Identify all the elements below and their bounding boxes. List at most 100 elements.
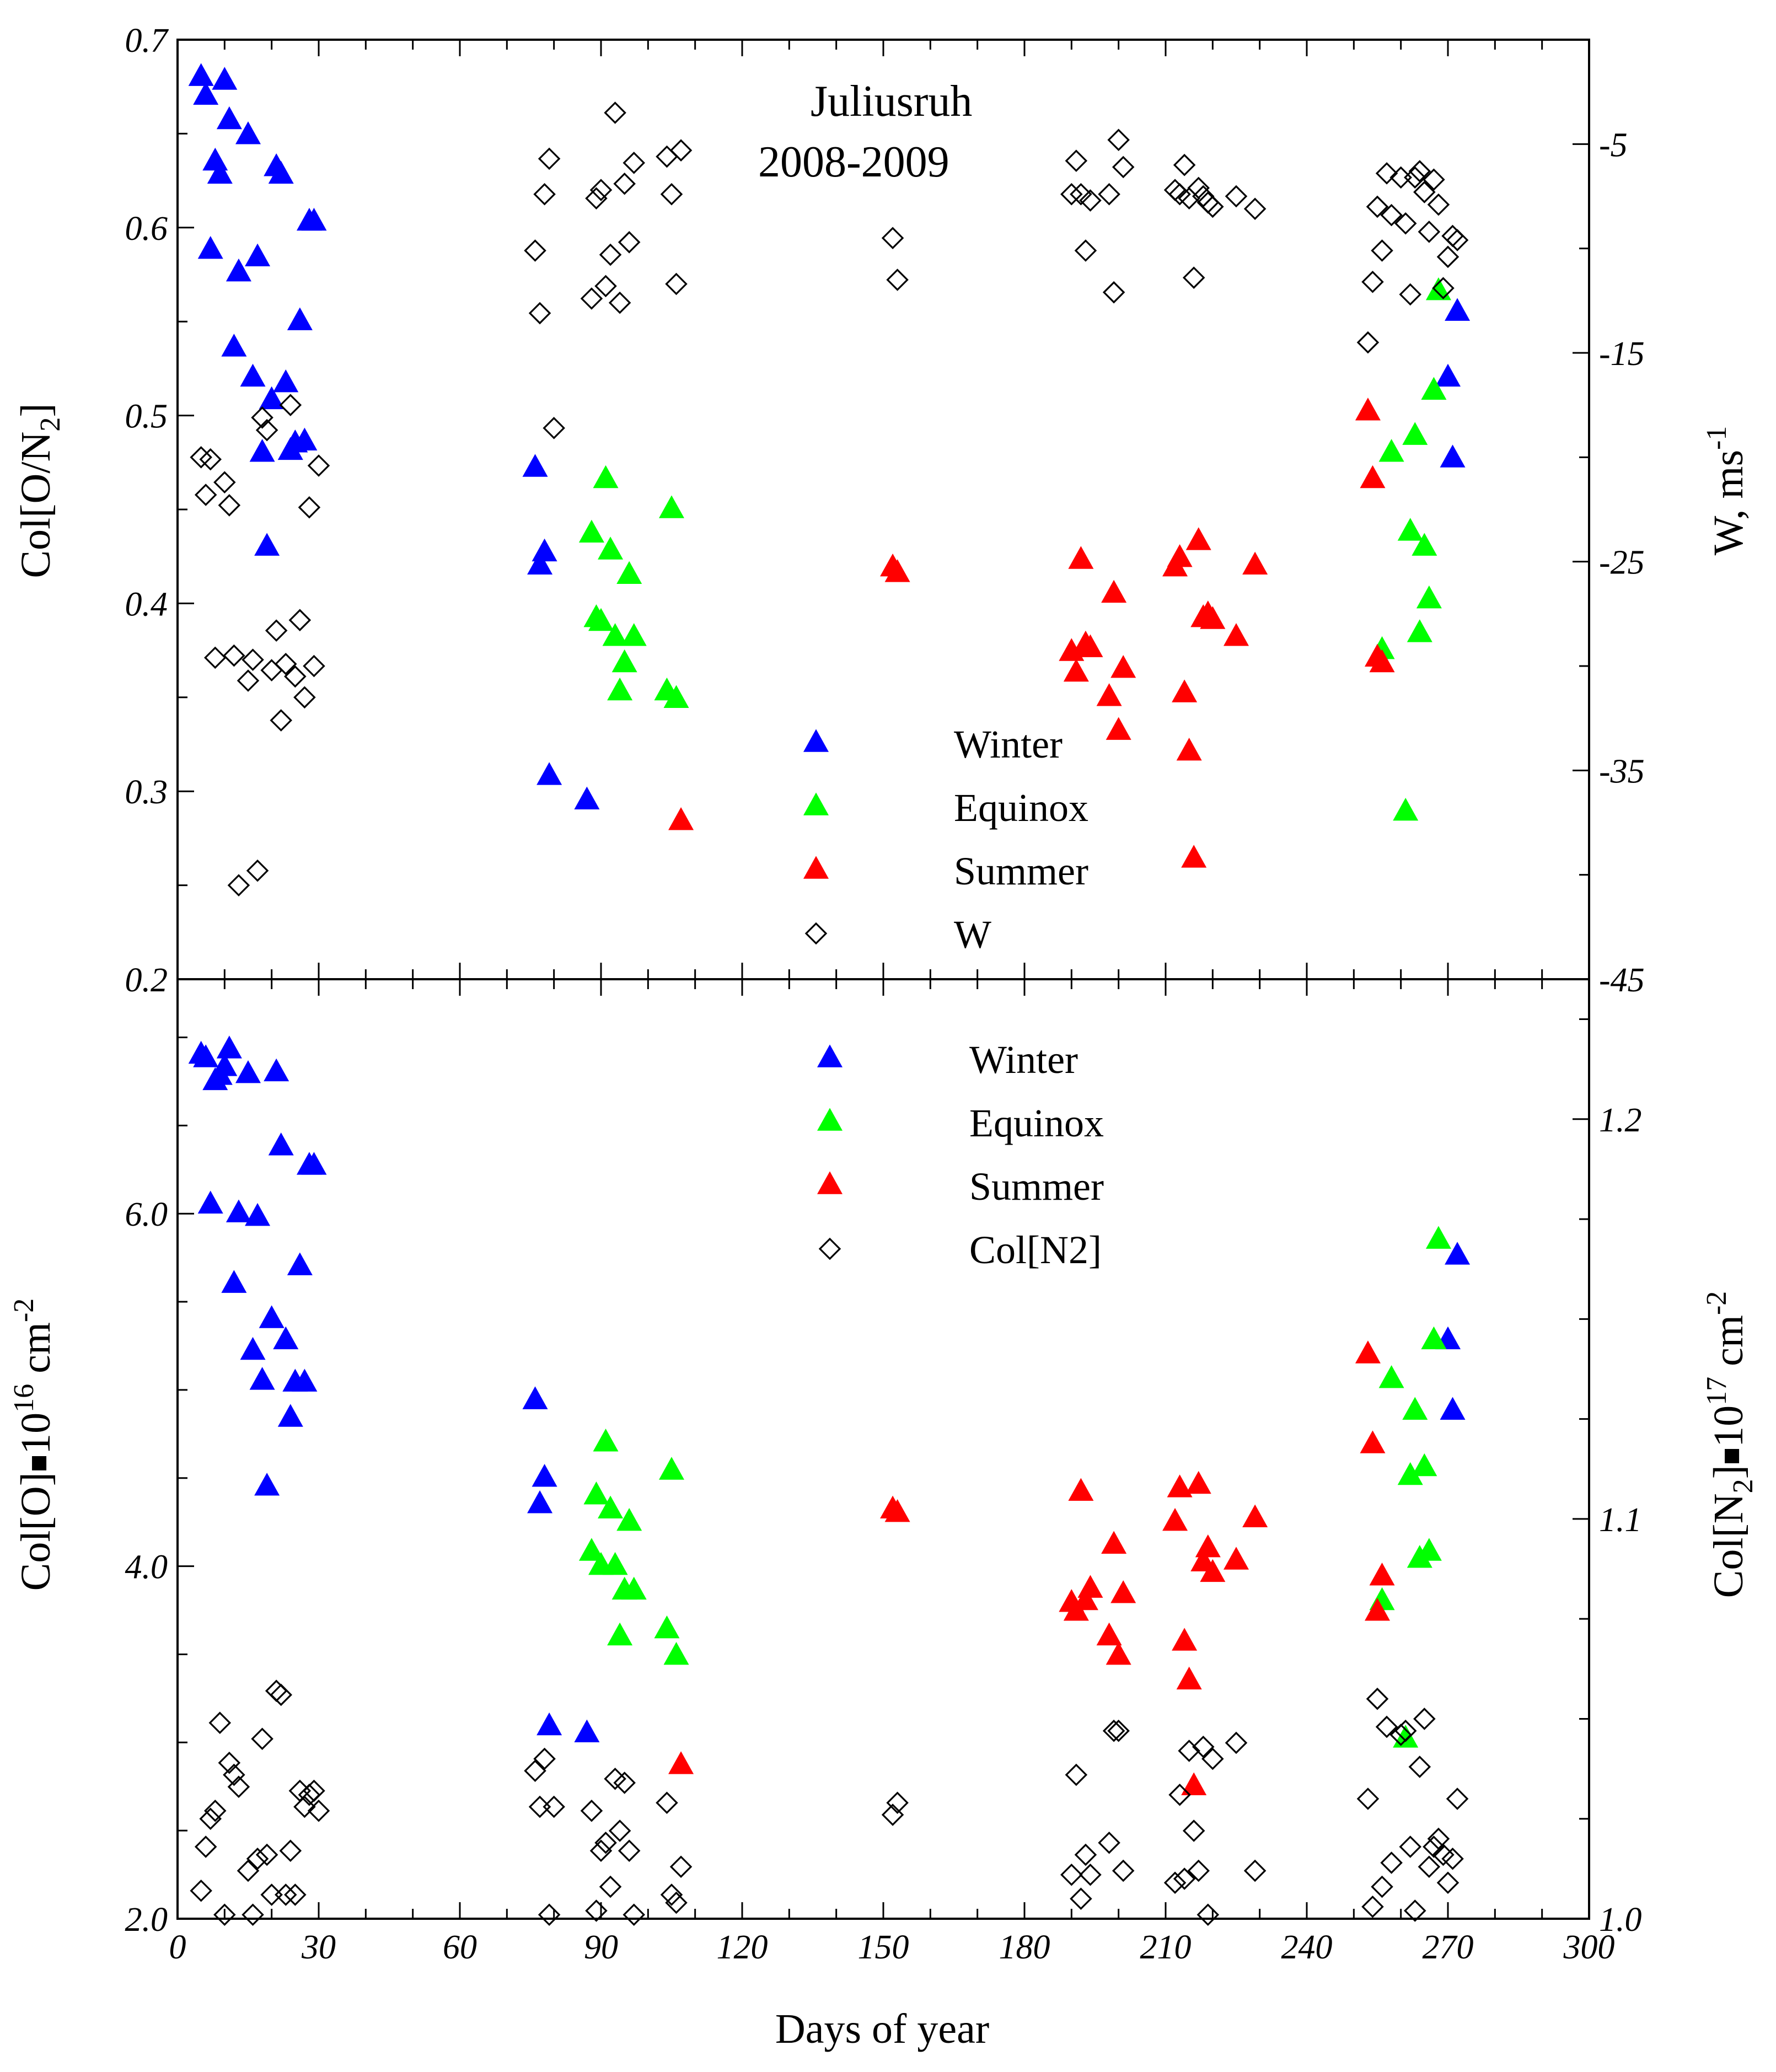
marker-equinox — [607, 677, 633, 701]
marker-diamond — [298, 496, 321, 519]
marker-diamond — [1065, 1763, 1088, 1786]
marker-summer — [1106, 1641, 1131, 1665]
marker-equinox — [1421, 377, 1447, 400]
marker-equinox — [1412, 1453, 1437, 1477]
marker-diamond — [194, 484, 217, 506]
marker-winter — [273, 1326, 299, 1350]
marker-summer — [1360, 1430, 1386, 1453]
marker-winter — [259, 386, 285, 410]
marker-diamond — [543, 1795, 565, 1818]
y2-tick-label: -25 — [1599, 544, 1645, 582]
marker-diamond — [1225, 185, 1248, 208]
marker-winter — [212, 1053, 238, 1076]
marker-diamond — [1102, 1719, 1125, 1742]
marker-summer — [1167, 1474, 1193, 1497]
x-tick-label: 300 — [1563, 1929, 1615, 1966]
marker-summer — [1101, 1531, 1127, 1554]
marker-diamond — [227, 874, 250, 897]
marker-diamond — [669, 1855, 693, 1878]
marker-equinox — [598, 536, 624, 560]
bottom-panel: 0 30 60 90 120 150 180 210 240 270 300 2.0 4.0 6.0 1.0… — [8, 979, 1759, 2052]
marker-diamond — [242, 648, 264, 671]
marker-diamond — [528, 302, 551, 325]
marker-summer — [1224, 623, 1249, 646]
marker-diamond — [1389, 1724, 1412, 1746]
marker-summer — [1068, 1478, 1094, 1501]
marker-diamond — [1371, 239, 1393, 262]
marker-diamond — [533, 1747, 556, 1770]
legend-label: Summer — [969, 1164, 1104, 1209]
marker-equinox — [659, 1457, 684, 1480]
legend-marker-summer — [803, 856, 829, 879]
marker-summer — [1072, 1587, 1098, 1611]
legend-marker-equinox — [803, 792, 829, 815]
marker-diamond — [608, 291, 631, 314]
marker-winter — [188, 63, 214, 86]
marker-diamond — [665, 1891, 688, 1914]
marker-summer — [1096, 683, 1122, 706]
marker-diamond — [524, 239, 546, 262]
marker-diamond — [1423, 1835, 1445, 1858]
marker-winter — [221, 1270, 247, 1293]
marker-diamond — [589, 1839, 613, 1862]
marker-summer — [668, 1751, 694, 1774]
marker-summer — [1242, 1504, 1268, 1528]
marker-equinox — [1421, 1326, 1447, 1350]
marker-diamond — [1182, 1819, 1205, 1842]
marker-diamond — [284, 665, 307, 688]
annotation-station: Juliusruh — [811, 77, 972, 126]
marker-diamond — [1168, 1783, 1191, 1806]
marker-winter — [259, 1305, 285, 1328]
marker-diamond — [604, 101, 626, 124]
marker-equinox — [593, 465, 619, 489]
marker-winter — [216, 106, 242, 130]
marker-diamond — [585, 187, 608, 210]
y-tick-label: 2.0 — [125, 1901, 168, 1939]
marker-diamond — [613, 1772, 636, 1794]
top-ticks: 0.2 0.3 0.4 0.5 0.6 0.7 -45 -35 -25 -15 -5 — [125, 22, 1645, 999]
marker-diamond — [218, 1751, 241, 1774]
marker-equinox — [578, 519, 604, 543]
marker-summer — [1172, 1628, 1198, 1651]
x-tick-label: 120 — [717, 1929, 768, 1966]
marker-equinox — [602, 623, 628, 646]
marker-diamond — [1079, 189, 1102, 212]
marker-diamond — [270, 1683, 292, 1706]
marker-equinox — [611, 649, 637, 673]
marker-diamond — [251, 1727, 273, 1750]
marker-summer — [884, 559, 910, 582]
marker-winter — [522, 1386, 548, 1409]
marker-diamond — [255, 1843, 278, 1866]
bottom-legend: Winter Equinox Summer Col[N2] — [817, 1038, 1104, 1272]
marker-winter — [226, 258, 251, 282]
marker-equinox — [1425, 1226, 1451, 1249]
marker-diamond — [599, 243, 622, 266]
marker-diamond — [1394, 212, 1417, 235]
marker-summer — [1063, 658, 1089, 682]
marker-diamond — [279, 394, 302, 416]
marker-summer — [1101, 579, 1127, 603]
marker-diamond — [1418, 1855, 1441, 1878]
marker-equinox — [1402, 1397, 1428, 1420]
marker-summer — [1068, 546, 1094, 569]
marker-equinox — [578, 1538, 604, 1561]
y-tick-label: 0.5 — [125, 398, 168, 436]
x-tick-label: 210 — [1140, 1929, 1192, 1966]
top-panel: 0.2 0.3 0.4 0.5 0.6 0.7 -45 -35 -25 -15 -5 Winter E… — [13, 22, 1752, 999]
marker-diamond — [265, 619, 288, 642]
marker-diamond — [881, 227, 904, 249]
marker-equinox — [602, 1552, 628, 1575]
marker-diamond — [665, 272, 688, 296]
marker-diamond — [1060, 1863, 1083, 1886]
marker-diamond — [237, 669, 260, 692]
marker-equinox — [583, 1481, 609, 1505]
marker-diamond — [669, 139, 693, 162]
marker-diamond — [660, 1883, 683, 1906]
bottom-data-marks — [188, 1035, 1471, 1926]
marker-summer — [1185, 1470, 1211, 1494]
marker-diamond — [275, 1883, 297, 1906]
marker-diamond — [199, 1807, 222, 1830]
marker-diamond — [204, 646, 227, 669]
marker-diamond — [223, 1763, 245, 1786]
